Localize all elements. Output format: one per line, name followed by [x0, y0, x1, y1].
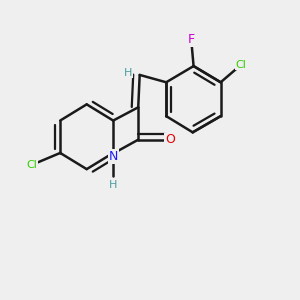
Text: H: H [109, 180, 117, 190]
Text: N: N [109, 150, 118, 163]
Text: Cl: Cl [236, 60, 247, 70]
Text: H: H [124, 68, 133, 78]
Text: F: F [188, 33, 195, 46]
Text: Cl: Cl [27, 160, 38, 170]
Text: O: O [165, 133, 175, 146]
